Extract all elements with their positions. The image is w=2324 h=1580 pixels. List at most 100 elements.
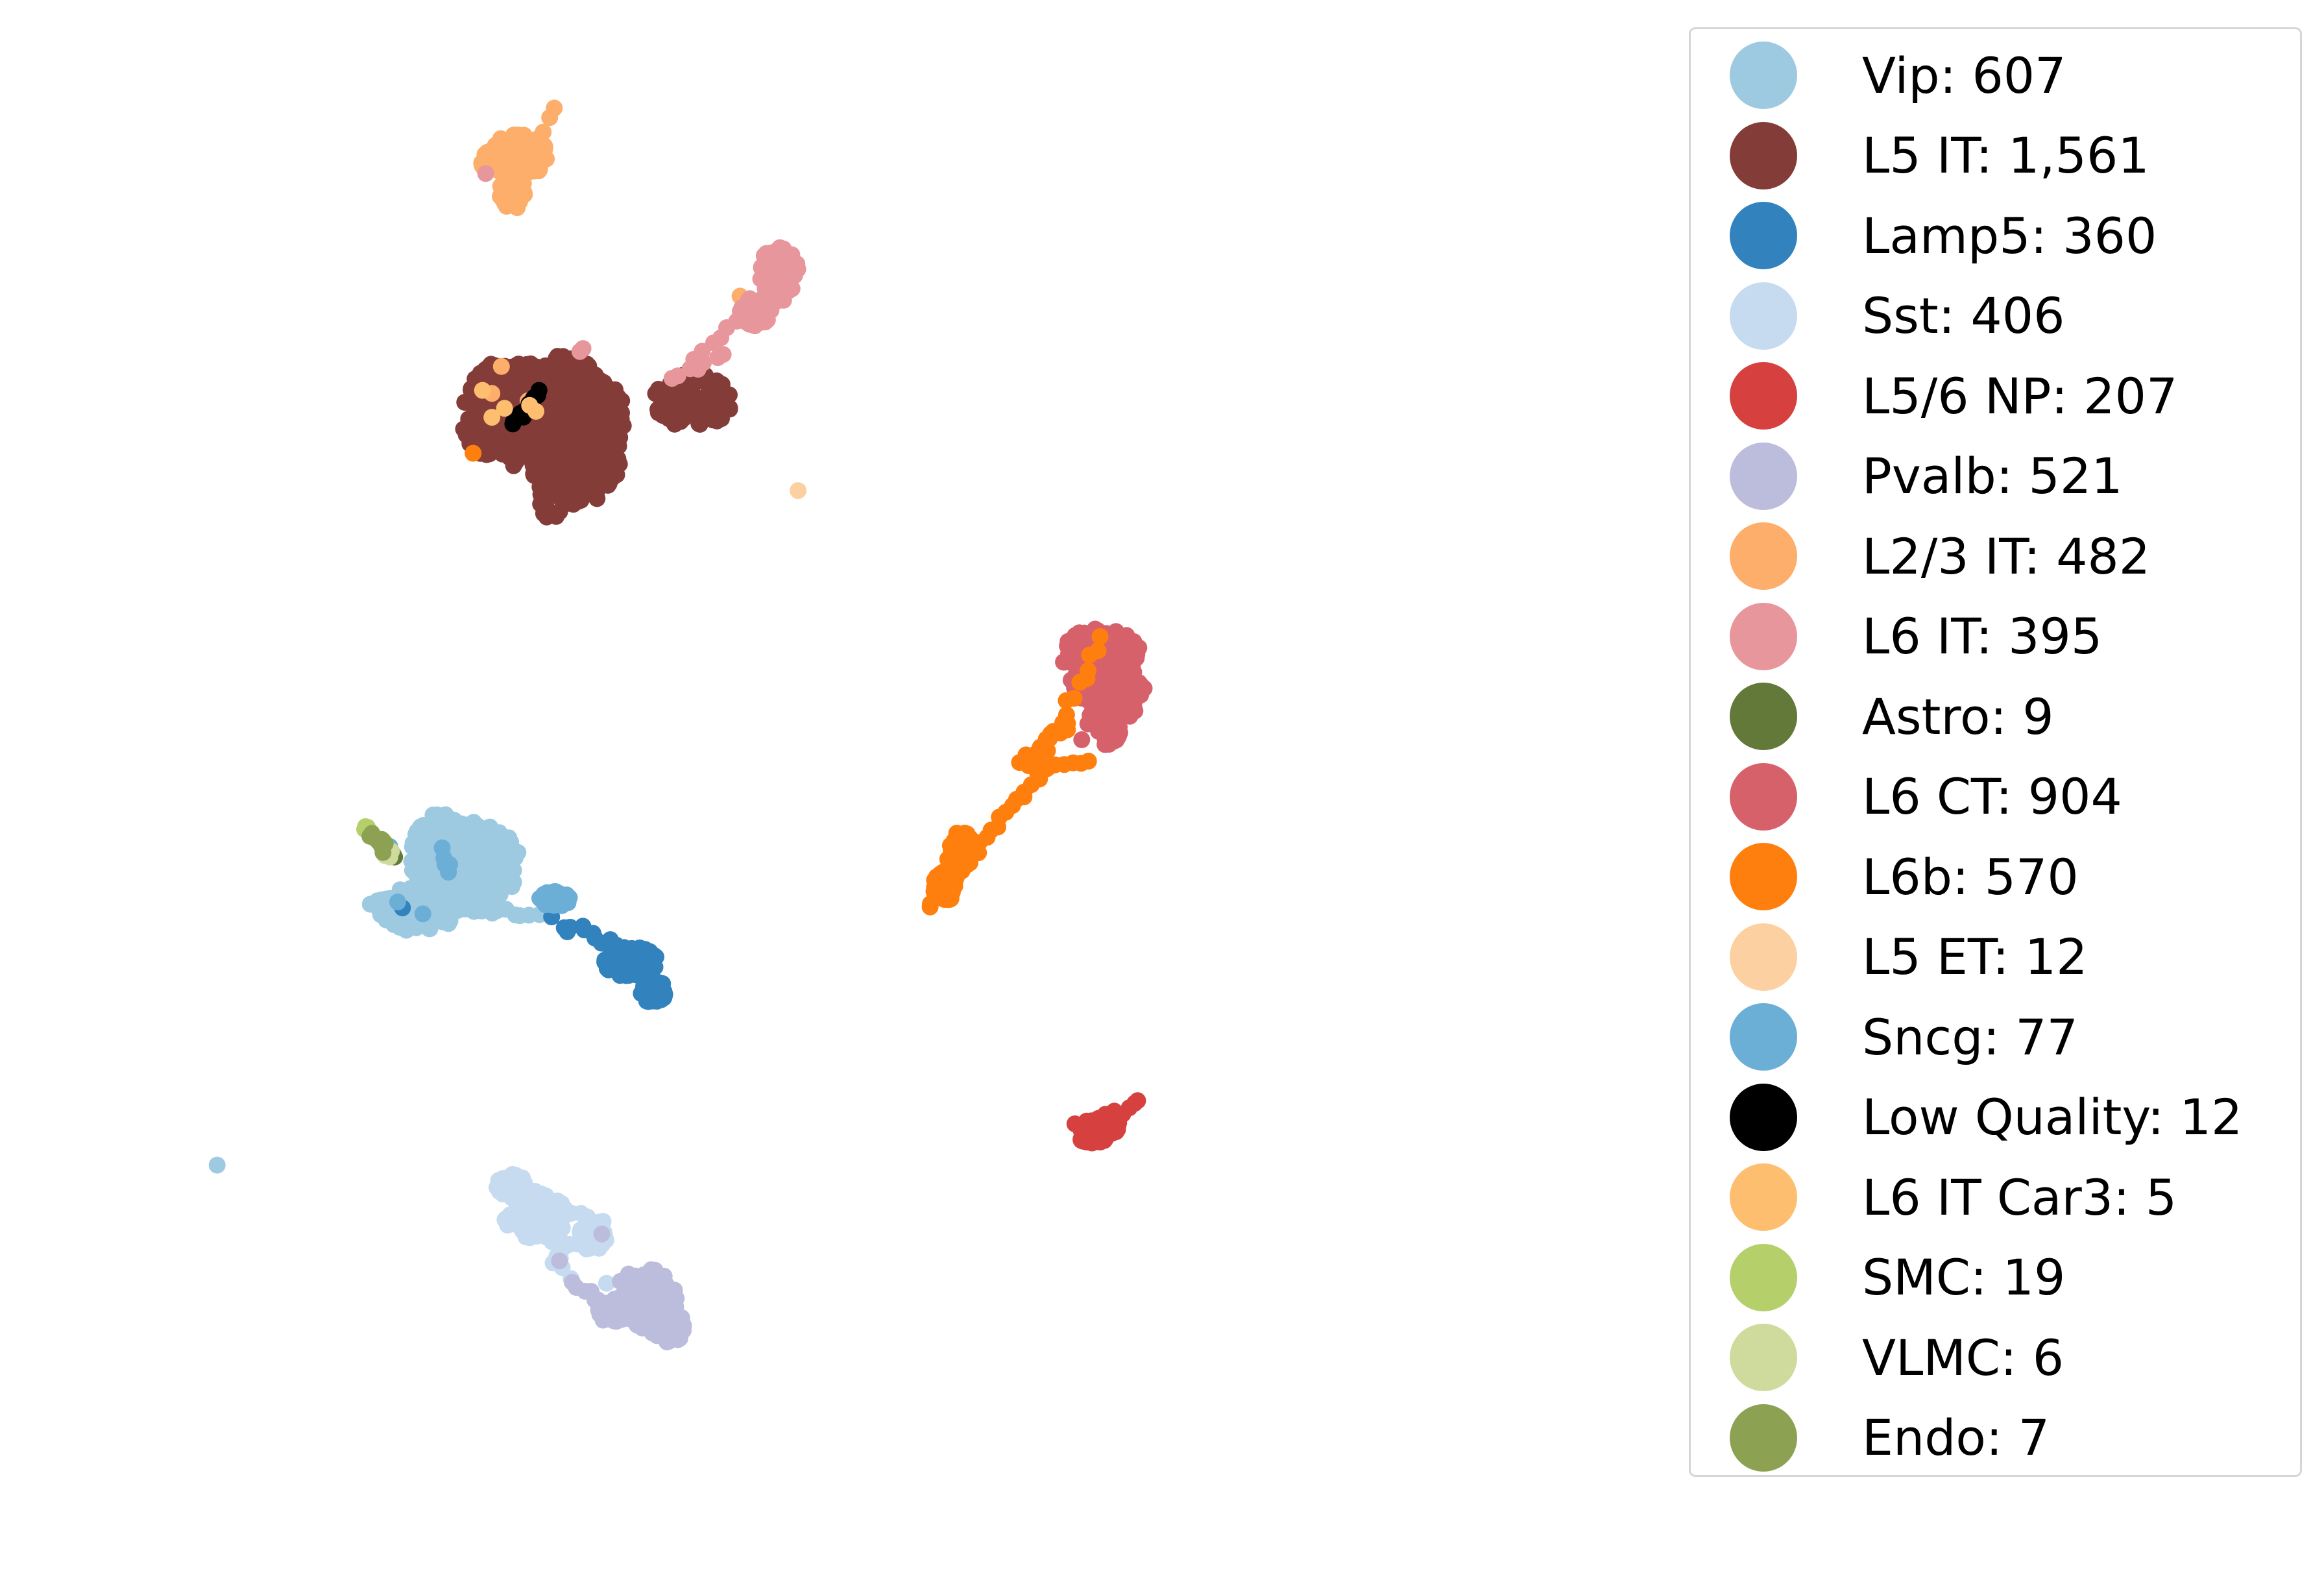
scatter-point-lamp5 <box>617 959 635 977</box>
legend-label: L2/3 IT: 482 <box>1862 527 2151 585</box>
legend-item-sncg: Sncg: 77 <box>1730 1001 2078 1073</box>
scatter-point-l5-it <box>594 416 612 433</box>
scatter-point-l6b <box>1080 753 1097 770</box>
legend-label: Sncg: 77 <box>1862 1008 2078 1066</box>
scatter-point-pvalb <box>605 1307 622 1324</box>
scatter-point-vip <box>494 863 511 881</box>
scatter-point-vip <box>430 897 448 914</box>
scatter-point-l5-it <box>559 417 576 435</box>
legend: Vip: 607 L5 IT: 1,561 Lamp5: 360 Sst: 406 L5… <box>1689 27 2302 1477</box>
scatter-point-l6b <box>939 851 956 868</box>
legend-swatch <box>1730 202 1797 269</box>
scatter-point-l2-3-it <box>505 129 522 147</box>
scatter-point-sncg <box>559 894 577 912</box>
scatter-point-l5-it <box>526 428 544 446</box>
scatter-point-low-quality <box>530 382 548 399</box>
legend-item-endo: Endo: 7 <box>1730 1402 2050 1474</box>
scatter-point-l5-it <box>687 402 705 419</box>
legend-item-sst: Sst: 406 <box>1730 280 2064 352</box>
legend-label: Vip: 607 <box>1862 46 2066 104</box>
legend-label: Sst: 406 <box>1862 287 2065 345</box>
scatter-point-l6b <box>1059 714 1076 732</box>
scatter-point-sst <box>502 1206 519 1224</box>
scatter-point-vip <box>372 906 389 923</box>
legend-swatch <box>1730 762 1797 831</box>
scatter-point-endo <box>374 844 392 861</box>
scatter-point-l6-it <box>773 279 790 296</box>
scatter-point-l2-3-it <box>492 358 510 375</box>
legend-swatch <box>1730 843 1797 910</box>
legend-swatch <box>1730 362 1797 430</box>
scatter-point-vip <box>208 1156 226 1174</box>
scatter-point-l5-it <box>505 457 522 474</box>
scatter-point-l6-ct <box>1067 627 1084 644</box>
scatter-point-pvalb <box>663 1312 681 1330</box>
legend-item-vlmc: VLMC: 6 <box>1730 1322 2064 1393</box>
scatter-point-l6-it-car3 <box>496 400 513 417</box>
legend-label: Lamp5: 360 <box>1862 206 2157 265</box>
scatter-point-sncg <box>535 886 553 903</box>
scatter-point-l6-it <box>714 346 732 363</box>
legend-item-l6-ct: L6 CT: 904 <box>1730 761 2122 833</box>
scatter-point-l6-it <box>734 310 752 328</box>
scatter-point-vip <box>477 868 494 886</box>
scatter-point-l6b <box>1089 642 1107 659</box>
legend-label: Endo: 7 <box>1862 1409 2050 1466</box>
scatter-point-l6b <box>465 444 482 462</box>
scatter-point-sncg <box>389 893 406 910</box>
scatter-point-l6-ct <box>1130 639 1148 657</box>
scatter-point-l2-3-it <box>479 145 496 163</box>
scatter-point-sncg <box>441 856 458 873</box>
scatter-point-vip <box>419 826 437 844</box>
legend-item-l5-et: L5 ET: 12 <box>1730 921 2087 993</box>
legend-swatch <box>1730 602 1797 670</box>
scatter-point-vip <box>420 853 437 870</box>
scatter-point-lamp5 <box>648 993 666 1010</box>
scatter-point-l2-3-it <box>546 99 563 117</box>
scatter-point-l6-it-car3 <box>483 409 501 426</box>
scatter-point-l6-it <box>779 249 795 267</box>
legend-label: SMC: 19 <box>1862 1248 2066 1306</box>
scatter-point-l6-ct <box>1125 663 1143 681</box>
scatter-point-sst <box>551 1230 568 1247</box>
legend-label: Low Quality: 12 <box>1862 1088 2243 1146</box>
scatter-point-vip <box>437 806 454 823</box>
scatter-point-l5-it <box>590 475 607 492</box>
scatter-point-sst <box>527 1200 544 1218</box>
scatter-point-vip <box>396 920 414 938</box>
scatter-point-l6-ct <box>1073 731 1091 748</box>
scatter-point-l5-it <box>699 392 717 409</box>
legend-item-l6-it-car3: L6 IT Car3: 5 <box>1730 1161 2177 1233</box>
scatter-point-pvalb <box>644 1324 661 1342</box>
legend-swatch <box>1730 42 1797 109</box>
scatter-point-pvalb <box>638 1296 656 1313</box>
scatter-point-l6-it <box>766 250 782 268</box>
scatter-point-l5-it <box>607 452 625 469</box>
scatter-point-l2-3-it <box>520 163 538 180</box>
legend-item-low-quality: Low Quality: 12 <box>1730 1082 2242 1153</box>
scatter-point-vip <box>453 848 470 866</box>
scatter-point-l5-it <box>533 468 551 485</box>
legend-label: VLMC: 6 <box>1862 1328 2064 1387</box>
legend-label: L6 IT Car3: 5 <box>1862 1168 2177 1226</box>
scatter-point-l5-it <box>566 362 584 380</box>
scatter-point-l5-it <box>572 480 590 497</box>
scatter-point-l5-it <box>672 389 689 406</box>
scatter-point-l5-it <box>541 365 559 382</box>
legend-label: L6b: 570 <box>1862 847 2079 906</box>
scatter-point-l5-it <box>465 421 482 439</box>
scatter-point-vip <box>474 886 492 903</box>
scatter-point-l5-it <box>570 492 588 510</box>
scatter-point-lamp5 <box>643 971 660 989</box>
scatter-point-l6-it-car3 <box>527 402 544 420</box>
scatter-point-l2-3-it <box>530 144 548 162</box>
scatter-point-sncg <box>414 905 431 923</box>
scatter-point-vip <box>503 878 521 895</box>
legend-swatch <box>1730 1324 1797 1391</box>
scatter-point-l5-it <box>539 440 556 457</box>
legend-swatch <box>1730 923 1797 991</box>
scatter-point-sst <box>594 1213 612 1230</box>
scatter-point-l6-ct <box>1095 726 1113 744</box>
scatter-point-l6b <box>1065 690 1083 707</box>
scatter-point-pvalb <box>643 1269 660 1286</box>
